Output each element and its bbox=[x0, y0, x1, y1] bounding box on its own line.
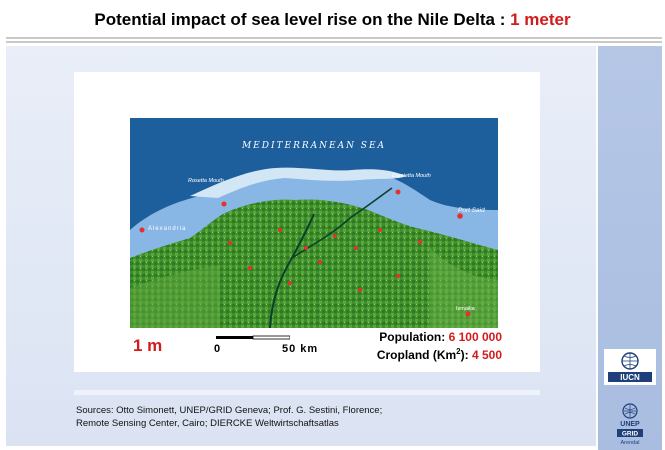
logo-sidebar bbox=[598, 46, 662, 450]
city-marker bbox=[139, 227, 145, 233]
town-marker bbox=[304, 246, 308, 250]
town-marker bbox=[318, 260, 322, 264]
cropland-label: Cropland (Km bbox=[376, 348, 457, 362]
divider-band bbox=[74, 390, 540, 395]
title-rule-bottom bbox=[6, 41, 662, 43]
scale-bar bbox=[216, 335, 290, 340]
iucn-text: IUCN bbox=[620, 373, 640, 382]
population-stat: Population: 6 100 000 bbox=[360, 330, 502, 344]
grid-text: GRID bbox=[622, 431, 639, 438]
coastal-lagoon bbox=[190, 167, 406, 198]
cropland-value: 4 500 bbox=[471, 348, 502, 362]
scale-zero: 0 bbox=[214, 343, 221, 355]
town-marker bbox=[358, 288, 362, 292]
town-marker bbox=[333, 234, 337, 238]
arendal-text: Arendal bbox=[621, 440, 640, 446]
iucn-logo: IUCN bbox=[604, 349, 656, 385]
town-marker bbox=[354, 246, 358, 250]
unep-text: UNEP bbox=[620, 421, 640, 428]
scale-distance: 50 km bbox=[282, 343, 319, 355]
place-port-said: Port Said bbox=[458, 207, 485, 214]
town-marker bbox=[228, 241, 232, 245]
slide-title: Potential impact of sea level rise on th… bbox=[0, 10, 665, 30]
city-marker bbox=[465, 311, 471, 317]
town-marker bbox=[378, 228, 382, 232]
place-alexandria: Alexandria bbox=[148, 226, 186, 232]
town-marker bbox=[418, 240, 422, 244]
sea-label: MEDITERRANEAN SEA bbox=[241, 141, 386, 151]
nile-delta-map: MEDITERRANEAN SEA Rosetta Mouth Damietta… bbox=[130, 118, 498, 328]
population-value: 6 100 000 bbox=[448, 330, 502, 344]
sources-line-2: Remote Sensing Center, Cairo; DIERCKE We… bbox=[76, 418, 339, 429]
place-damietta-mouth: Damietta Mouth bbox=[392, 173, 431, 179]
cropland-sup: 2 bbox=[456, 347, 461, 356]
city-marker bbox=[221, 201, 227, 207]
town-marker bbox=[288, 281, 292, 285]
cropland-stat: Cropland (Km2): 4 500 bbox=[360, 347, 502, 362]
title-accent: 1 meter bbox=[510, 10, 571, 29]
city-marker bbox=[395, 189, 401, 195]
city-marker bbox=[457, 213, 463, 219]
nile-rosetta-branch bbox=[269, 213, 315, 328]
sources-text: Sources: Otto Simonett, UNEP/GRID Geneva… bbox=[76, 404, 382, 430]
town-marker bbox=[396, 274, 400, 278]
sources-line-1: Sources: Otto Simonett, UNEP/GRID Geneva… bbox=[76, 405, 383, 416]
sea-rise-label: 1 m bbox=[133, 336, 163, 355]
cropland-suffix: ): bbox=[460, 348, 469, 362]
town-marker bbox=[248, 266, 252, 270]
place-ismailia: Ismailia bbox=[456, 306, 476, 312]
place-rosetta-mouth: Rosetta Mouth bbox=[188, 178, 224, 184]
desert-fringe-west bbox=[130, 266, 220, 328]
population-label: Population: bbox=[379, 330, 446, 344]
title-rule-top bbox=[6, 37, 662, 39]
title-main: Potential impact of sea level rise on th… bbox=[94, 10, 511, 29]
town-marker bbox=[278, 228, 282, 232]
cropland-area bbox=[130, 199, 498, 328]
desert-fringe-east bbox=[430, 248, 498, 328]
unep-grid-logo: UNEP GRID Arendal bbox=[617, 403, 643, 446]
